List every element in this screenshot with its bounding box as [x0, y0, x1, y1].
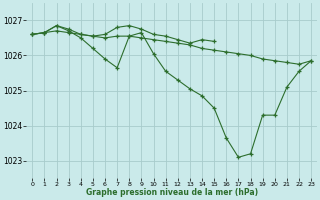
X-axis label: Graphe pression niveau de la mer (hPa): Graphe pression niveau de la mer (hPa) [86, 188, 258, 197]
